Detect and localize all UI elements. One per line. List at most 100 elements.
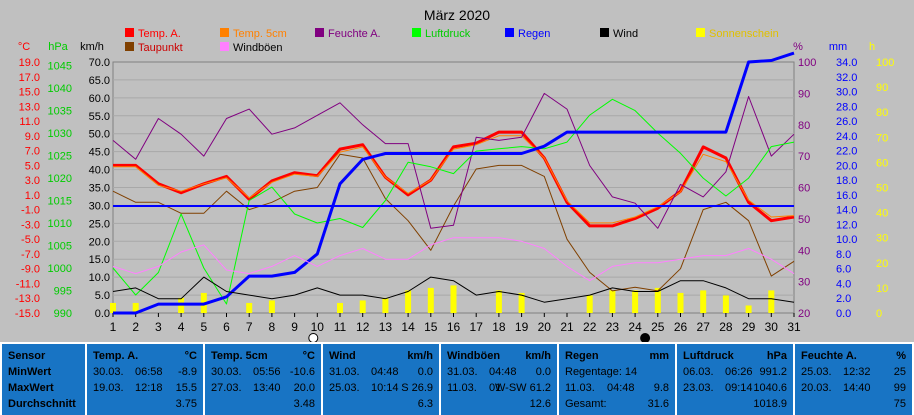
axis-title: hPa [48,41,68,53]
stats-cell: 04:48 [371,366,399,378]
x-tick-label: 3 [155,320,162,334]
stats-cell: 31.03. [329,366,360,378]
axis-title: °C [18,41,30,53]
y-tick-label: 1035 [48,106,72,118]
sunshine-bar [768,290,775,313]
stats-cell: W-SW 61.2 [494,382,551,394]
y-tick-label: 28.0 [836,101,857,113]
y-tick-label: 5.0 [95,290,110,302]
y-tick-label: 20.0 [89,236,110,248]
y-tick-label: 11.0 [19,116,40,128]
y-tick-label: 30 [798,277,810,289]
y-tick-label: 990 [54,308,72,320]
stats-cell: hPa [766,350,787,362]
stats-cell: 12:18 [135,382,163,394]
stats-cell: Luftdruck [683,350,734,362]
legend-label: Sonnenschein [709,28,779,40]
stats-sensor-label: Sensor [8,350,46,362]
legend-swatch [505,28,514,37]
y-tick-label: 40 [798,245,810,257]
sunshine-bar [359,300,366,313]
stats-cell: 31.6 [647,398,669,410]
sunshine-bar [382,297,389,313]
stats-min-label: MinWert [8,366,52,378]
y-tick-label: 7.0 [25,146,40,158]
stats-cell: 06:26 [725,366,753,378]
x-tick-label: 23 [606,320,620,334]
x-tick-label: 28 [719,320,733,334]
full-moon-icon [308,333,319,342]
x-tick-label: 8 [269,320,276,334]
axis-title: % [793,41,803,53]
stats-cell: 25.03. [801,366,832,378]
y-tick-label: 6.0 [836,264,851,276]
y-tick-label: 17.0 [19,72,40,84]
legend-label: Wind [613,28,638,40]
y-tick-label: 30.0 [836,87,857,99]
y-tick-label: 15.0 [89,254,110,266]
y-tick-label: 40 [876,208,888,220]
legend-label: Taupunkt [138,42,183,54]
stats-panel: Wind km/h 31.03. 04:48 0.0 25.03. 10:14 S 26.9 6… [323,344,439,415]
axis-title: h [869,41,875,53]
x-tick-label: 13 [379,320,393,334]
y-tick-label: 20 [798,308,810,320]
x-tick-label: 9 [291,320,298,334]
x-tick-label: 25 [651,320,665,334]
sunshine-bar [246,302,253,313]
axis-title: km/h [80,41,104,53]
stats-cell: 99 [893,382,906,394]
y-tick-label: 16.0 [836,190,857,202]
stats-cell: mm [649,350,669,362]
y-tick-labels: 19.0 17.0 15.0 13.0 11.0 9.0 7.0 5.0 3.0 1.0 -1.0 -… [15,57,894,320]
series-line [112,237,795,282]
stats-cell: 3.48 [293,398,315,410]
stats-cell: 0.0 [535,366,551,378]
y-tick-label: -5.0 [21,234,40,246]
stats-cell: 11.03. [565,382,595,394]
x-tick-labels: 1 2 3 4 5 6 7 8 9 10 11 12 13 14 15 16 17 18 19 20 21 22 23 24 2… [110,320,801,334]
sunshine-bar [632,290,639,313]
stats-cell: °C [184,350,197,362]
y-tick-label: 34.0 [836,57,857,69]
weather-chart: März 2020 Temp. A. Temp. 5cm Feuchte A. Luf… [15,7,894,342]
y-tick-label: 35.0 [89,183,110,195]
y-tick-label: 20.0 [836,160,857,172]
axis-title: mm [829,41,847,53]
sunshine-bar [745,305,752,313]
sunshine-bar [677,292,684,313]
stats-cell: 1018.9 [753,398,787,410]
y-tick-label: 1040 [48,83,72,95]
y-tick-label: 8.0 [836,249,851,261]
y-tick-label: 10.0 [89,272,110,284]
stats-cell: 30.03. [93,366,124,378]
stats-cell: 06.03. [683,366,714,378]
y-tick-label: 80 [798,120,810,132]
legend-swatch [125,42,134,51]
new-moon-icon [640,333,651,342]
y-tick-label: 90 [798,88,810,100]
y-tick-label: -13.0 [15,293,40,305]
stats-cell: 11.03. [447,382,477,394]
sunshine-bar [337,302,343,313]
legend-label: Windböen [233,42,283,54]
x-tick-label: 6 [223,320,230,334]
legend-swatch [220,28,229,37]
y-tick-label: 1030 [48,128,72,140]
y-tick-label: 1005 [48,241,72,253]
y-tick-label: 0.0 [95,308,110,320]
stats-cell: 05:56 [253,366,281,378]
y-tick-label: 1025 [48,151,72,163]
stats-cell: -8.9 [178,366,197,378]
legend-swatch [412,28,421,37]
stats-cell: 15.5 [175,382,197,394]
stats-panel: Temp. A. °C 30.03. 06:58 -8.9 19.03. 12:18 15.5… [87,344,203,415]
y-tick-label: 20 [876,258,888,270]
y-tick-label: 9.0 [25,131,40,143]
stats-cell: 12:32 [843,366,871,378]
y-tick-label: 70 [798,151,810,163]
x-tick-label: 16 [447,320,461,334]
x-tick-label: 14 [401,320,415,334]
stats-cell: Gesamt: [565,398,607,410]
stats-cell: 0.0 [417,366,433,378]
